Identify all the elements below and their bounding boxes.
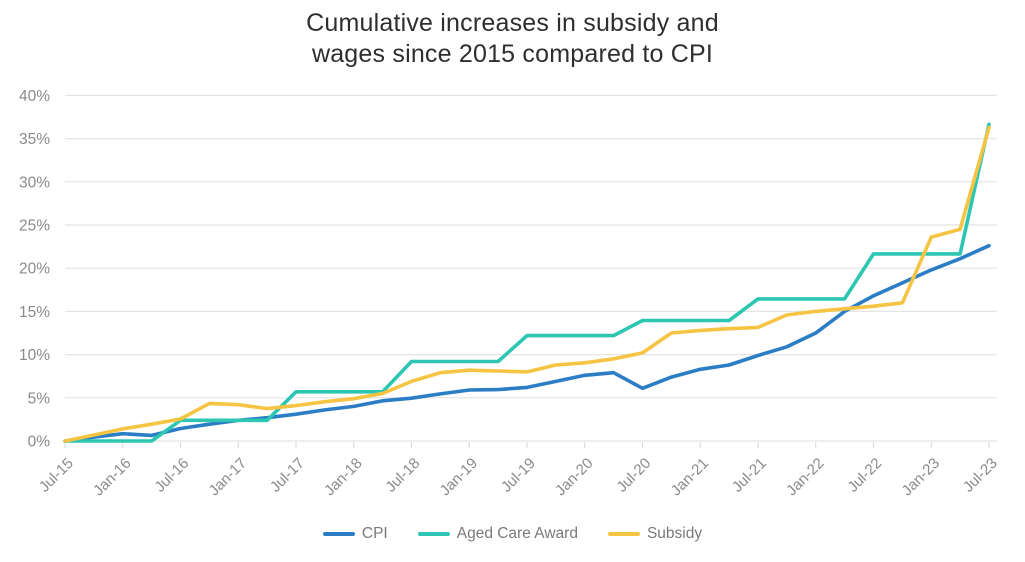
x-axis-tick-label: Jan-19 [437, 455, 481, 499]
y-axis-tick-label: 15% [19, 304, 50, 321]
y-axis-tick-label: 30% [19, 174, 50, 191]
y-axis-tick-label: 35% [19, 131, 50, 148]
chart-title: Cumulative increases in subsidy and wage… [0, 8, 1025, 70]
legend-label-cpi: CPI [361, 525, 388, 542]
series-line-cpi [63, 243, 991, 443]
series-line-subsidy [63, 125, 991, 443]
x-axis-tick-label: Jan-23 [899, 455, 943, 499]
legend-swatch-cpi [322, 531, 355, 537]
chart-title-line-2: wages since 2015 compared to CPI [311, 40, 714, 68]
x-axis-tick-label: Jan-22 [783, 455, 827, 499]
y-axis-tick-label: 5% [28, 390, 51, 407]
line-chart-svg: 0% 5% 10% 15% 20% 25% 30% 35% 40% Jul-15 Jan-16 Jul… [19, 88, 1001, 499]
x-axis-tick-label: Jul-17 [267, 455, 308, 496]
chart-title-line-1: Cumulative increases in subsidy and [306, 9, 719, 37]
legend-item-subsidy: Subsidy [607, 525, 703, 543]
x-axis-tick-label: Jan-16 [90, 455, 134, 499]
y-axis-tick-label: 10% [19, 347, 50, 364]
x-axis-tick-label: Jan-17 [206, 455, 250, 499]
series-line-aged-care-award [63, 122, 991, 443]
legend-label-subsidy: Subsidy [646, 525, 703, 542]
y-axis-tick-label: 0% [28, 434, 51, 451]
x-axis-tick-label: Jul-22 [844, 455, 885, 496]
x-axis-tick-label: Jul-15 [36, 455, 77, 496]
legend-swatch-aged-care-award [417, 531, 450, 537]
y-axis-tick-label: 20% [19, 261, 50, 278]
x-axis-tick-label: Jul-19 [498, 455, 539, 496]
x-axis-tick-label: Jul-20 [613, 455, 654, 496]
legend-swatch-subsidy [607, 531, 640, 537]
x-axis-tick-label: Jan-21 [668, 455, 712, 499]
x-axis-tick-label: Jul-16 [151, 455, 192, 496]
legend-item-aged-care-award: Aged Care Award [417, 525, 578, 543]
x-axis-tick-label: Jul-21 [729, 455, 770, 496]
y-axis-tick-label: 25% [19, 218, 50, 235]
x-axis-tick-label: Jan-20 [552, 455, 596, 499]
x-axis-tick-label: Jul-18 [382, 455, 423, 496]
legend-label-aged-care-award: Aged Care Award [456, 525, 578, 542]
x-axis-tick-label: Jul-23 [960, 455, 1001, 496]
y-axis-tick-label: 40% [19, 88, 50, 105]
chart-legend: CPI Aged Care Award Subsidy [0, 525, 1025, 543]
x-axis-tick-label: Jan-18 [321, 455, 365, 499]
legend-item-cpi: CPI [322, 525, 388, 543]
